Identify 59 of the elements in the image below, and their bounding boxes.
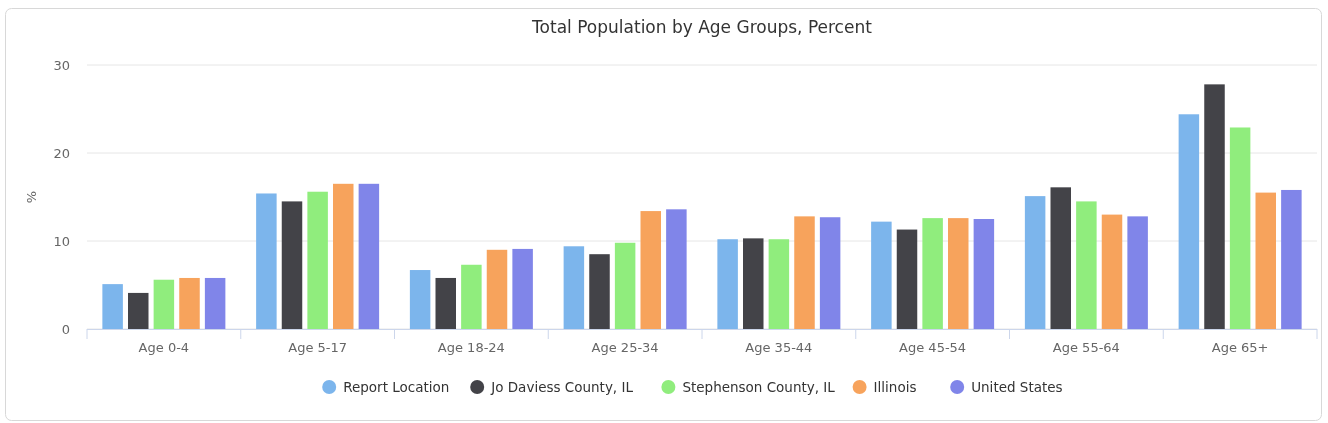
bar (486, 249, 508, 329)
x-tick-label: Age 45-54 (899, 340, 967, 355)
bar (1050, 187, 1071, 329)
legend-label: United States (971, 378, 1063, 395)
bar (204, 277, 226, 329)
bar (128, 292, 149, 329)
x-tick-label: Age 0-4 (138, 340, 190, 355)
x-tick-label: Age 5-17 (288, 340, 348, 355)
legend-label: Jo Daviess County, IL (490, 378, 634, 395)
bar (153, 279, 175, 329)
bar (409, 270, 431, 329)
bar (1076, 201, 1097, 329)
bar (1229, 127, 1251, 329)
bar (1101, 214, 1123, 329)
bar (1204, 84, 1225, 329)
bar (640, 211, 661, 329)
bar (896, 229, 918, 329)
bar (871, 221, 892, 329)
bar (358, 183, 380, 329)
bar (768, 239, 790, 329)
bar (948, 218, 969, 329)
bar (281, 201, 303, 329)
bar (1127, 216, 1148, 329)
x-tick-label: Age 18-24 (437, 340, 505, 355)
bar (179, 277, 200, 329)
y-tick-label: 30 (53, 57, 70, 73)
bar (922, 218, 943, 329)
chart-title: Total Population by Age Groups, Percent (531, 17, 873, 37)
bar (1178, 114, 1200, 329)
bar (461, 264, 482, 329)
y-tick-label: 10 (53, 233, 70, 249)
bar (1024, 196, 1046, 329)
bar (794, 216, 815, 329)
bar (563, 246, 585, 329)
x-tick-label: Age 35-44 (745, 340, 813, 355)
y-axis-title: % (24, 190, 39, 204)
bar (973, 219, 995, 329)
bar (589, 254, 610, 329)
y-tick-label: 20 (53, 145, 70, 161)
bar (435, 277, 456, 329)
bar (256, 193, 277, 329)
bar (102, 284, 123, 329)
bar (819, 217, 841, 329)
legend-label: Report Location (343, 378, 450, 395)
y-tick-label: 0 (61, 321, 70, 337)
bar (717, 239, 738, 329)
bar (307, 191, 328, 329)
bar (512, 248, 533, 329)
bar (614, 242, 636, 329)
bar (743, 238, 764, 329)
bar (666, 209, 687, 329)
legend-label: Stephenson County, IL (682, 378, 836, 395)
x-tick-label: Age 55-64 (1052, 340, 1120, 355)
bar (1281, 189, 1302, 329)
legend-label: Illinois (873, 378, 917, 395)
x-tick-label: Age 25-34 (591, 340, 659, 355)
bar (333, 183, 354, 329)
x-tick-label: Age 65+ (1211, 340, 1269, 355)
bar (1255, 192, 1276, 329)
